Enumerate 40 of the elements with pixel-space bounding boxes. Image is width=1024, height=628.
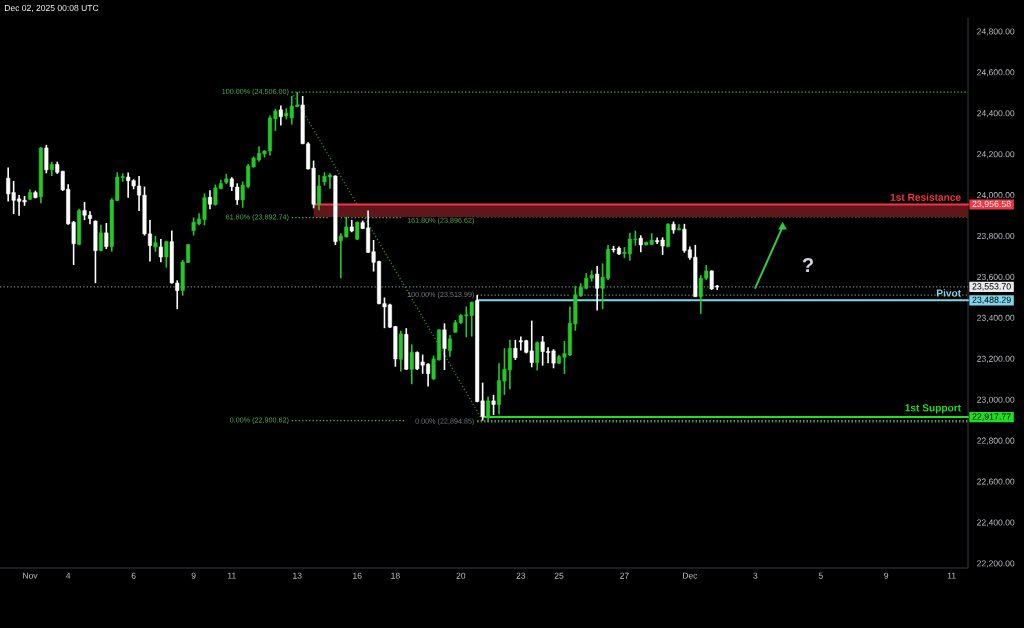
series-label: 1st Support — [905, 404, 961, 414]
ref-line-label: 23,553.70 — [972, 283, 1011, 291]
y-tick-label: 23,800.00 — [977, 233, 1015, 241]
data-label: 22,917.77 — [972, 413, 1011, 421]
x-tick-label: 20 — [456, 572, 466, 579]
y-tick-label: 23,000.00 — [977, 396, 1015, 404]
data-label: 23,488.29 — [972, 296, 1011, 304]
x-tick-label: 5 — [818, 572, 823, 579]
y-tick-label: 24,000.00 — [977, 192, 1015, 200]
y-tick-label: 23,200.00 — [977, 355, 1015, 363]
annotation: ? — [802, 258, 813, 272]
data-label: 23,956.58 — [972, 200, 1011, 209]
x-tick-label: 25 — [554, 572, 564, 579]
x-tick-label: 3 — [753, 572, 758, 579]
y-tick-label: 22,400.00 — [977, 519, 1015, 527]
x-tick-label: 9 — [191, 572, 196, 579]
x-tick-label: 18 — [391, 572, 400, 579]
y-tick-label: 24,600.00 — [977, 69, 1015, 77]
x-tick-label: Nov — [23, 572, 38, 579]
x-tick-label: 9 — [884, 572, 889, 579]
series-label: Pivot — [936, 289, 961, 297]
x-tick-label: Dec — [682, 572, 698, 579]
x-tick-label: 16 — [353, 572, 362, 579]
chart-title: Dec 02, 2025 00:08 UTC — [4, 4, 99, 12]
x-tick-label: 4 — [65, 572, 71, 579]
x-tick-label: 11 — [228, 572, 236, 579]
x-tick-label: 11 — [947, 572, 956, 579]
x-tick-label: 13 — [293, 572, 302, 579]
x-tick-label: 23 — [516, 572, 526, 579]
y-tick-label: 24,800.00 — [977, 28, 1015, 36]
y-tick-label: 22,800.00 — [977, 437, 1015, 445]
x-tick-label: 27 — [620, 572, 629, 579]
y-tick-label: 22,600.00 — [977, 478, 1015, 486]
y-tick-label: 24,200.00 — [977, 151, 1015, 159]
series-label: 1st Resistance — [890, 193, 961, 201]
x-tick-label: 6 — [131, 572, 136, 579]
y-tick-label: 22,200.00 — [977, 560, 1015, 568]
y-tick-label: 24,400.00 — [977, 110, 1015, 118]
y-tick-label: 23,400.00 — [977, 314, 1015, 322]
y-tick-label: 23,600.00 — [977, 273, 1015, 281]
